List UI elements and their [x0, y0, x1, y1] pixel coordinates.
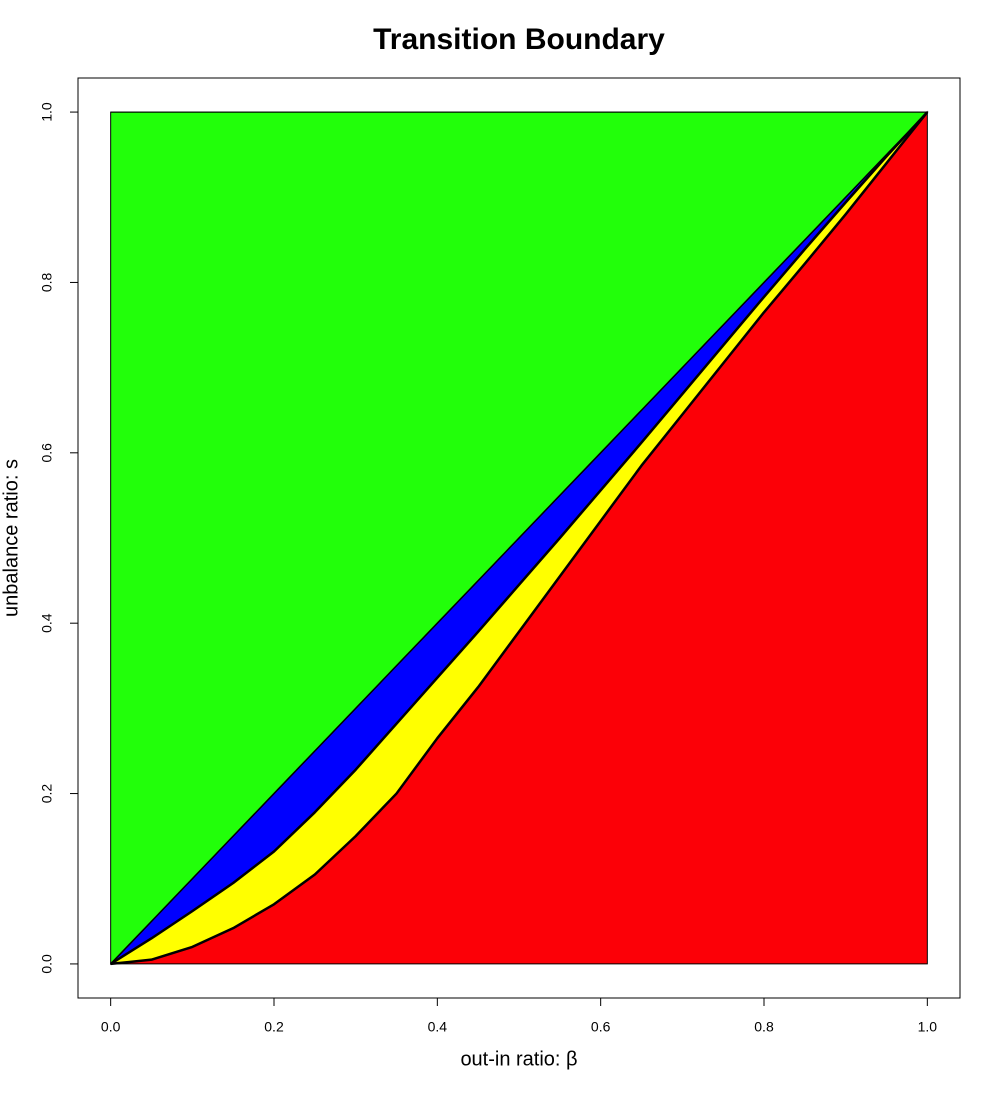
y-tick-label: 0.4: [39, 613, 55, 633]
plot-frame: [77, 77, 961, 999]
boundary-line: [110, 111, 928, 965]
boundary-line: [110, 111, 929, 965]
chart-title: Transition Boundary: [373, 23, 665, 56]
y-axis-label: unbalance ratio: s: [0, 459, 22, 617]
x-axis-label: out-in ratio: β: [460, 1048, 577, 1070]
y-tick-label: 1.0: [39, 102, 55, 122]
x-tick-label: 0.6: [591, 1019, 611, 1035]
x-tick-label: 0.8: [754, 1019, 774, 1035]
x-tick-label: 0.0: [101, 1019, 121, 1035]
x-tick-label: 0.4: [428, 1019, 448, 1035]
y-tick-label: 0.0: [39, 954, 55, 974]
x-tick-label: 0.2: [264, 1019, 284, 1035]
x-tick-label: 1.0: [918, 1019, 938, 1035]
boundary-line: [110, 111, 929, 966]
y-tick-label: 0.2: [39, 784, 55, 804]
y-tick-label: 0.6: [39, 443, 55, 463]
y-tick-label: 0.8: [39, 273, 55, 293]
